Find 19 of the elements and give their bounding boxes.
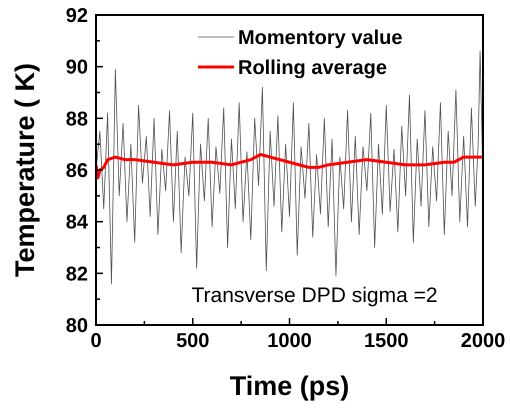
legend-label: Rolling average: [238, 57, 387, 79]
y-tick-label: 90: [66, 56, 88, 79]
y-tick-label: 80: [66, 315, 88, 337]
x-tick-label: 0: [90, 330, 102, 352]
x-tick-label: 500: [176, 330, 210, 352]
y-tick-label: 92: [66, 5, 88, 27]
x-tick-label: 1000: [267, 330, 312, 352]
line-series: [96, 50, 483, 284]
y-tick-label: 84: [66, 212, 89, 234]
legend-label: Momentory value: [238, 27, 402, 49]
x-tick-label: 1500: [364, 330, 408, 352]
x-tick-label: 2000: [460, 330, 506, 352]
x-axis-title: Time (ps): [230, 371, 350, 401]
annotation: Transverse DPD sigma =2: [191, 284, 438, 307]
y-tick-label: 86: [66, 160, 88, 182]
y-tick-label: 82: [66, 263, 88, 286]
y-tick-label: 88: [66, 108, 88, 130]
y-axis-title: Temperature ( K): [10, 62, 40, 278]
line-series: [96, 153, 483, 180]
